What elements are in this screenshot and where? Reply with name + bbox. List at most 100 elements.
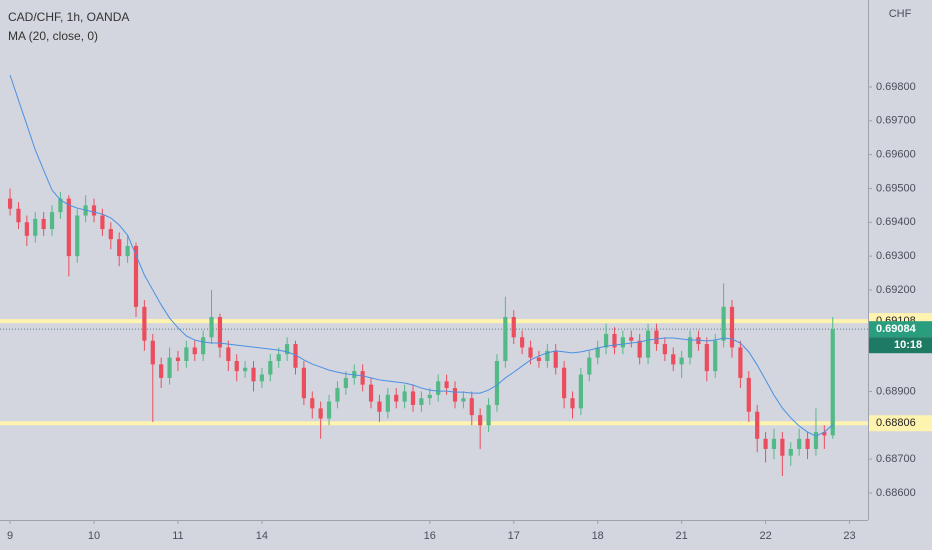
candle-body	[830, 329, 835, 436]
candle-body	[822, 432, 827, 436]
candle-body	[335, 388, 340, 402]
candle-body	[75, 215, 80, 257]
ma-line	[9, 74, 834, 437]
candle-body	[377, 401, 382, 412]
candle-body	[326, 401, 332, 419]
candle-body	[645, 330, 651, 358]
candle-body	[797, 438, 802, 449]
chart-title: CAD/CHF, 1h, OANDA	[8, 10, 129, 24]
x-tick-label: 10	[88, 530, 100, 542]
countdown-box	[869, 337, 932, 354]
candle-body	[738, 347, 743, 378]
candle-body	[603, 333, 609, 348]
candle-body	[553, 350, 558, 368]
candle-body	[201, 337, 206, 355]
candle-body	[511, 317, 516, 338]
candle-body	[251, 367, 256, 382]
candle-body	[159, 364, 164, 378]
candle-body	[49, 212, 55, 230]
candle-body	[410, 391, 416, 405]
candle-body	[637, 340, 642, 358]
candle-body	[24, 222, 29, 236]
candle-body	[100, 215, 105, 230]
candle-body	[133, 245, 139, 307]
level-label-box	[869, 415, 932, 432]
candle-body	[713, 340, 718, 372]
x-tick-label: 11	[172, 530, 183, 542]
candle-body	[394, 394, 399, 402]
last-price-box	[869, 321, 932, 338]
candle-body	[763, 438, 768, 449]
y-tick-label: 0.69300	[876, 250, 916, 262]
candle-body	[788, 448, 793, 456]
candle-body	[528, 347, 533, 358]
candle-body	[578, 374, 584, 409]
level-label: 0.68806	[876, 417, 916, 429]
y-tick-label: 0.68900	[876, 385, 916, 397]
candle-body	[167, 357, 172, 378]
candle-body	[704, 344, 709, 372]
candle-body	[7, 198, 13, 209]
candle-body	[813, 432, 819, 449]
candle-body	[33, 218, 38, 236]
candle-body	[276, 354, 281, 361]
x-tick-label: 14	[256, 530, 268, 542]
candle-body	[301, 367, 306, 399]
candle-body	[461, 398, 466, 402]
x-tick-label: 23	[843, 530, 855, 542]
x-tick-label: 17	[508, 530, 520, 542]
candle-body	[729, 306, 735, 348]
candle-body	[268, 360, 273, 375]
candle-body	[217, 317, 223, 348]
y-tick-label: 0.68700	[876, 453, 916, 465]
x-tick-label: 21	[676, 530, 688, 542]
y-tick-label: 0.69400	[876, 216, 916, 228]
candle-body	[520, 337, 525, 348]
candle-body	[486, 404, 491, 426]
candle-body	[175, 357, 181, 361]
y-tick-label: 0.69600	[876, 149, 916, 161]
y-tick-label: 0.68600	[876, 487, 916, 499]
candle-body	[478, 415, 483, 426]
candle-body	[620, 337, 625, 348]
candle-body	[226, 347, 231, 361]
candle-body	[16, 208, 21, 223]
candle-body	[402, 391, 407, 402]
candle-body	[494, 360, 500, 405]
candle-body	[310, 398, 315, 409]
last-price-label: 0.69084	[876, 323, 917, 335]
candle-body	[755, 411, 760, 439]
candle-body	[150, 340, 155, 365]
candle-body	[108, 229, 113, 240]
candle-body	[587, 357, 592, 375]
candle-body	[654, 330, 659, 345]
candle-body	[671, 354, 676, 365]
countdown-label: 10:18	[894, 339, 922, 351]
y-tick-label: 0.69500	[876, 182, 916, 194]
candle-body	[117, 239, 122, 257]
candle-body	[58, 198, 63, 213]
candle-body	[629, 337, 634, 341]
candle-body	[209, 317, 214, 338]
candle-body	[142, 306, 147, 341]
candle-body	[469, 398, 474, 416]
candle-body	[343, 377, 348, 389]
candle-body	[125, 245, 130, 257]
candle-body	[612, 333, 617, 348]
x-tick-label: 9	[7, 530, 13, 542]
candle-body	[259, 374, 265, 382]
x-tick-label: 16	[424, 530, 436, 542]
candle-body	[318, 408, 323, 419]
candle-body	[368, 384, 374, 402]
candle-body	[427, 394, 432, 399]
candle-body	[419, 398, 424, 405]
candle-body	[243, 367, 248, 372]
candle-body	[545, 350, 550, 361]
candle-body	[595, 347, 600, 358]
candle-body	[536, 357, 542, 361]
candle-body	[66, 198, 71, 257]
candle-body	[570, 398, 575, 409]
